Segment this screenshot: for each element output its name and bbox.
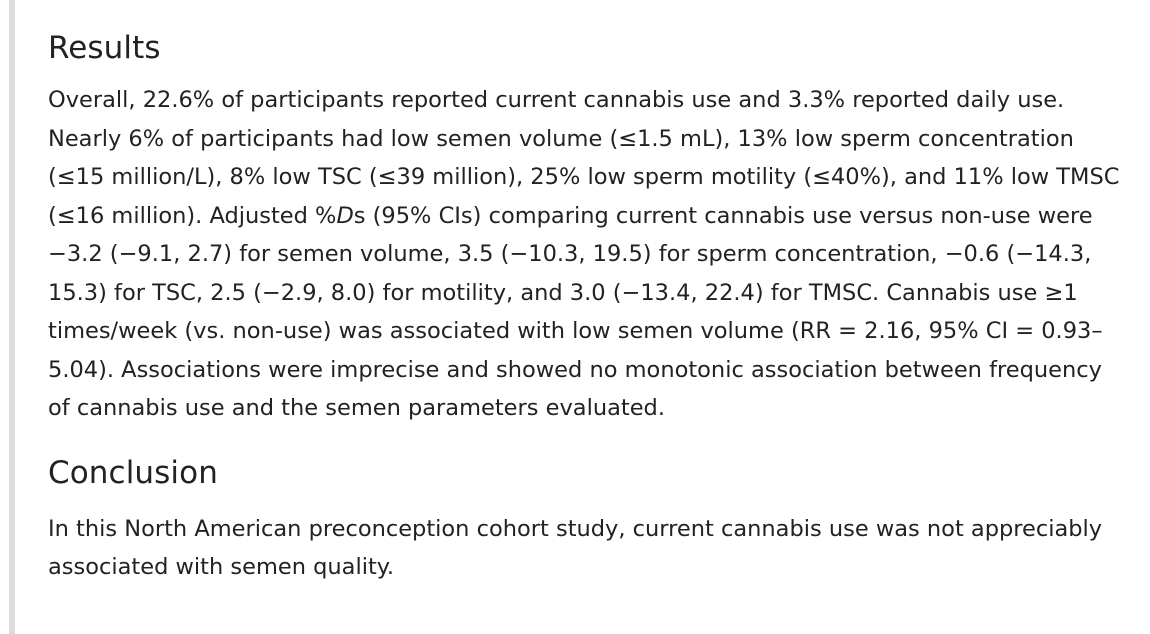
abstract-content: Results Overall, 22.6% of participants r… [48,28,1128,587]
results-text-delta: D [336,202,354,229]
results-text-part-2: s (95% CIs) comparing current cannabis u… [48,202,1103,422]
results-heading: Results [48,30,161,66]
results-text-part-1: Overall, 22.6% of participants reported … [48,87,1120,229]
results-text: Overall, 22.6% of participants reported … [48,81,1128,428]
conclusion-text: In this North American preconception coh… [48,515,1103,581]
left-border [9,0,15,634]
conclusion-heading: Conclusion [48,454,218,491]
